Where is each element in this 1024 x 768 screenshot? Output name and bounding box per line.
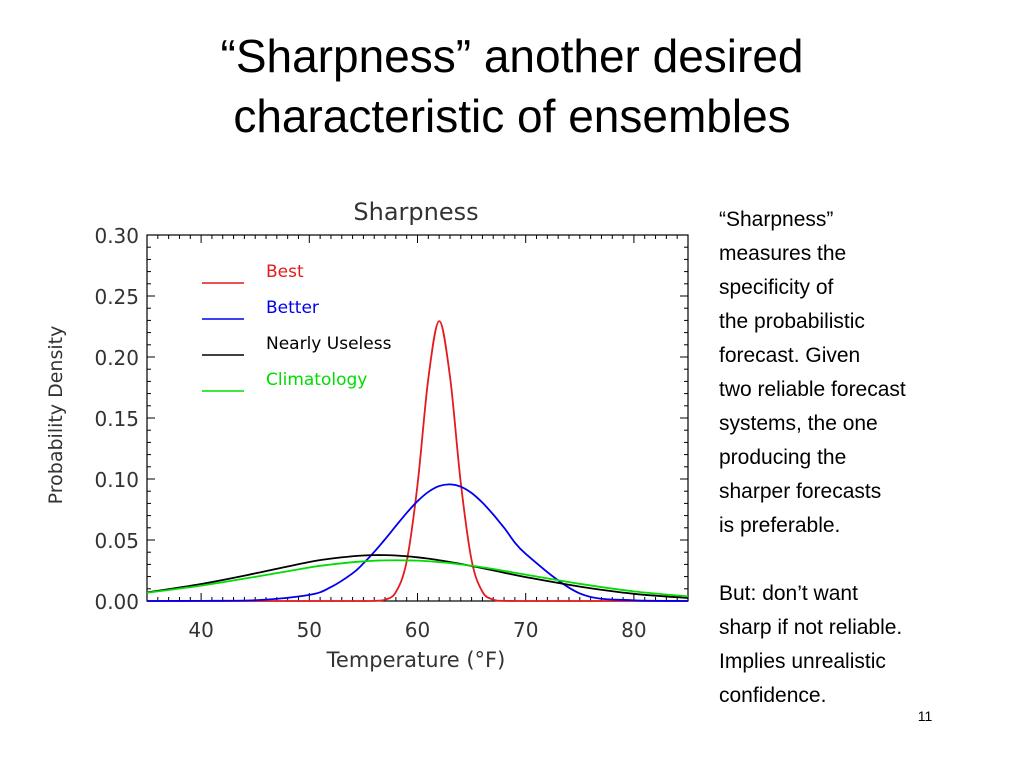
side-text-line: sharp if not reliable. xyxy=(719,616,903,639)
x-tick-label: 40 xyxy=(188,618,213,642)
sharpness-chart: Sharpness 0.00 0.05 0.10 0.15 0.20 0.25 0.30 40… xyxy=(45,198,689,672)
side-text-line: two reliable forecast xyxy=(719,378,906,401)
x-tick-label: 60 xyxy=(405,618,430,642)
series-line-nearly-useless xyxy=(146,554,689,599)
series-line-best xyxy=(146,320,688,602)
legend-label: Best xyxy=(266,262,304,282)
series-line-climatology xyxy=(146,559,689,598)
side-text-line: “Sharpness” xyxy=(719,208,834,231)
side-text-line: is preferable. xyxy=(719,514,841,537)
side-paragraph-2: But: don’t want sharp if not reliable. Imp… xyxy=(719,577,1009,713)
slide-title: “Sharpness” another desired characterist… xyxy=(60,26,964,146)
slide-title-line-1: “Sharpness” another desired xyxy=(220,30,804,82)
legend-label: Climatology xyxy=(266,370,367,390)
side-text-line: sharper forecasts xyxy=(719,480,882,503)
y-axis-label: Probability Density xyxy=(45,326,67,505)
y-tick-label: 0.05 xyxy=(94,529,139,553)
chart-title: Sharpness xyxy=(353,198,478,226)
side-text-line: systems, the one xyxy=(719,412,878,435)
page-number: 11 xyxy=(917,708,933,724)
side-text-line: the probabilistic xyxy=(719,310,865,333)
side-text-line: producing the xyxy=(719,446,847,469)
side-text-line: confidence. xyxy=(719,684,827,707)
side-text-line: But: don’t want xyxy=(719,582,858,605)
y-tick-label: 0.15 xyxy=(94,407,139,431)
side-text-line: specificity of xyxy=(719,276,834,299)
series-line-better xyxy=(146,483,689,602)
y-tick-label: 0.10 xyxy=(94,468,139,492)
y-tick-label: 0.00 xyxy=(94,590,139,614)
x-axis-label: Temperature (°F) xyxy=(326,648,506,672)
legend-label: Nearly Useless xyxy=(266,334,392,354)
side-text-line: Implies unrealistic xyxy=(719,650,886,673)
y-tick-label: 0.25 xyxy=(94,285,139,309)
slide-title-line-2: characteristic of ensembles xyxy=(233,90,791,142)
side-text: “Sharpness” measures the specificity of the… xyxy=(719,203,1009,713)
side-text-line: measures the xyxy=(719,242,847,265)
plot-area: 0.00 0.05 0.10 0.15 0.20 0.25 0.30 40 50 60 70 80 Be… xyxy=(94,224,689,642)
x-tick-label: 50 xyxy=(297,618,322,642)
side-text-line: forecast. Given xyxy=(719,344,861,367)
y-tick-label: 0.20 xyxy=(94,346,139,370)
side-paragraph-1: “Sharpness” measures the specificity of the… xyxy=(719,203,1009,543)
plot-frame xyxy=(146,234,689,602)
legend-label: Better xyxy=(266,298,319,318)
x-tick-label: 70 xyxy=(513,618,538,642)
y-tick-label: 0.30 xyxy=(94,224,139,248)
x-tick-label: 80 xyxy=(621,618,646,642)
